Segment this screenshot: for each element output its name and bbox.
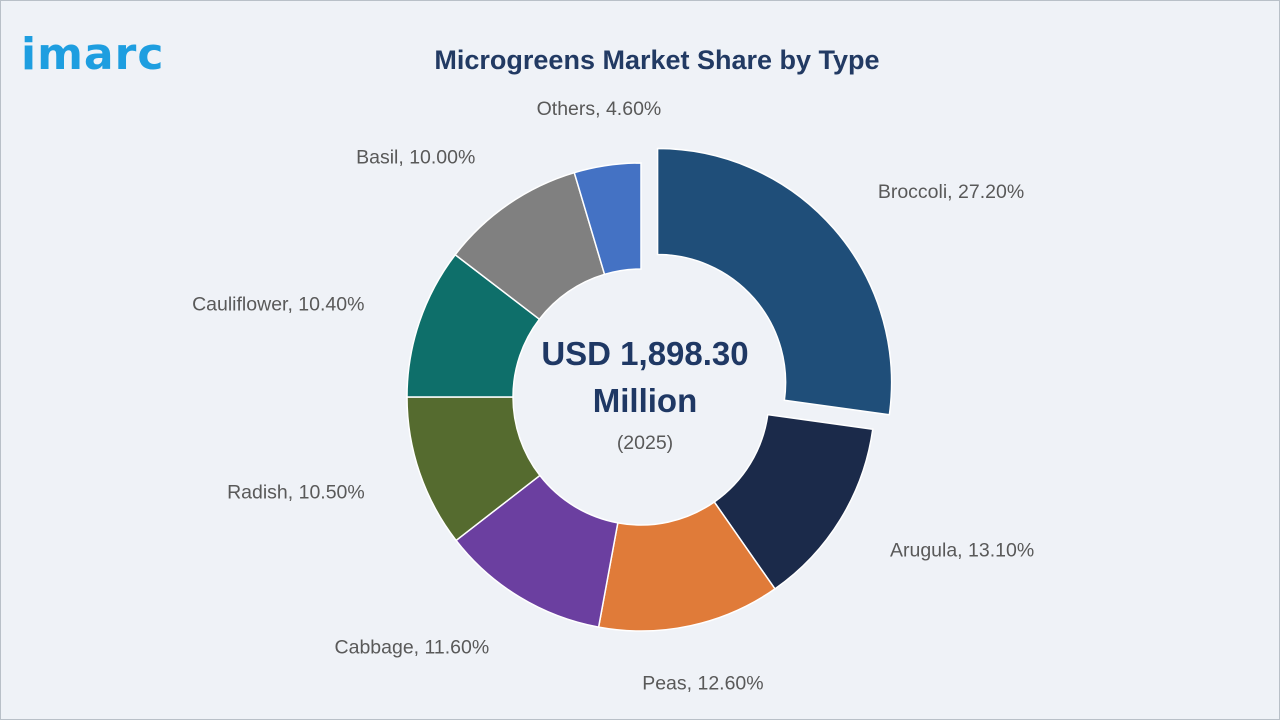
label-basil: Basil, 10.00% bbox=[356, 147, 475, 169]
label-arugula: Arugula, 13.10% bbox=[890, 540, 1034, 562]
label-cauliflower: Cauliflower, 10.40% bbox=[192, 293, 364, 315]
label-group: Broccoli, 27.20% Arugula, 13.10% Peas, 12.… bbox=[192, 98, 1034, 694]
center-unit-label: Million bbox=[593, 382, 697, 419]
center-value-label: USD 1,898.30 bbox=[541, 335, 748, 372]
slice-others bbox=[573, 162, 642, 276]
imarc-logo: imarc bbox=[21, 29, 165, 80]
label-cabbage: Cabbage, 11.60% bbox=[335, 636, 490, 658]
slice-broccoli bbox=[656, 147, 893, 416]
center-year-label: (2025) bbox=[617, 432, 673, 454]
label-broccoli: Broccoli, 27.20% bbox=[878, 181, 1024, 203]
label-radish: Radish, 10.50% bbox=[227, 482, 365, 504]
label-peas: Peas, 12.60% bbox=[642, 672, 763, 694]
chart-title: Microgreens Market Share by Type bbox=[434, 45, 880, 75]
label-others: Others, 4.60% bbox=[537, 98, 662, 120]
slice-group bbox=[406, 147, 893, 632]
